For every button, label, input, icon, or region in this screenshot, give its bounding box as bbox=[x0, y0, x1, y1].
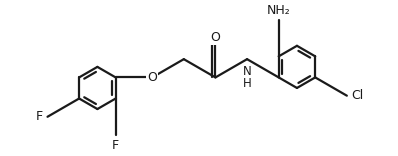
Text: O: O bbox=[147, 71, 157, 84]
Text: Cl: Cl bbox=[351, 89, 363, 102]
Text: N
H: N H bbox=[243, 65, 252, 90]
Text: NH₂: NH₂ bbox=[267, 4, 291, 17]
Text: F: F bbox=[112, 139, 119, 152]
Text: F: F bbox=[36, 110, 43, 123]
Text: O: O bbox=[211, 31, 220, 44]
